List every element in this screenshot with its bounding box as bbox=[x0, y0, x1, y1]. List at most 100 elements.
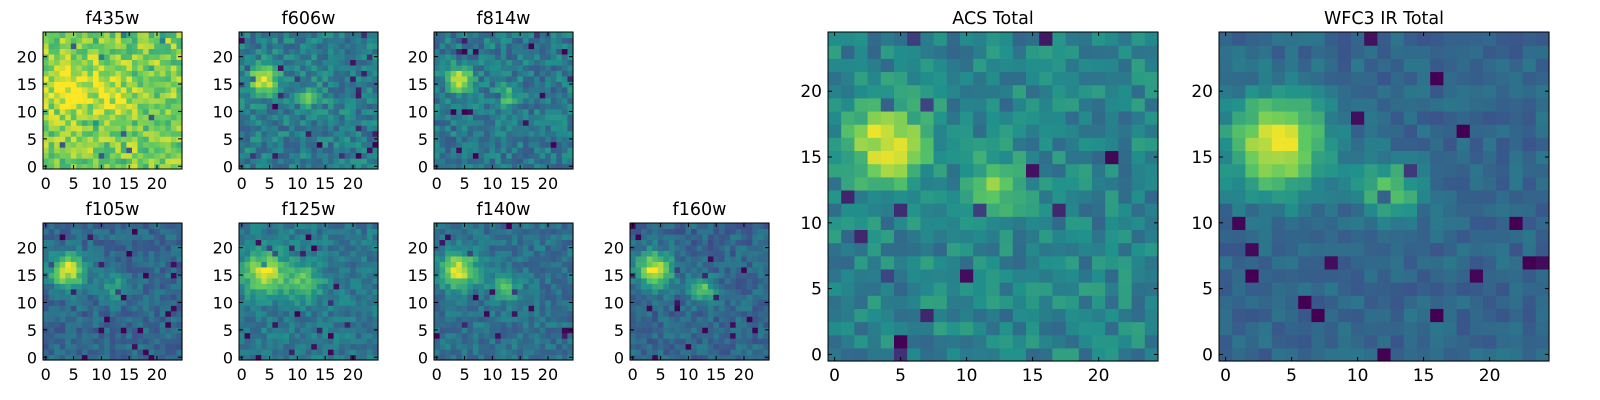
heatmap-cell bbox=[561, 75, 569, 82]
heatmap-cell bbox=[289, 310, 296, 317]
heatmap-cell bbox=[261, 136, 268, 143]
heatmap-cell bbox=[54, 321, 61, 328]
heatmap-cell bbox=[556, 64, 563, 71]
heatmap-cell bbox=[657, 299, 664, 306]
heatmap-cell bbox=[506, 338, 513, 345]
heatmap-cell bbox=[746, 277, 753, 284]
heatmap-cell bbox=[244, 42, 251, 50]
heatmap-cell bbox=[316, 272, 323, 279]
heatmap-cell bbox=[461, 250, 468, 257]
heatmap-cell bbox=[522, 32, 530, 39]
heatmap-cell bbox=[1092, 282, 1106, 296]
heatmap-cell bbox=[350, 239, 357, 246]
heatmap-cell bbox=[500, 283, 507, 290]
heatmap-cell bbox=[159, 48, 166, 55]
heatmap-cell bbox=[534, 136, 541, 143]
heatmap-cell bbox=[1026, 347, 1040, 362]
heatmap-cell bbox=[137, 327, 144, 334]
heatmap-cell bbox=[250, 152, 257, 159]
heatmap-cell bbox=[300, 119, 307, 126]
heatmap-cell bbox=[81, 299, 89, 306]
heatmap-cell bbox=[250, 147, 257, 154]
heatmap-cell bbox=[289, 233, 296, 241]
heatmap-cell bbox=[300, 125, 307, 132]
heatmap-cell bbox=[841, 295, 855, 309]
heatmap-cell bbox=[372, 130, 379, 137]
heatmap-cell bbox=[456, 223, 463, 230]
heatmap-cell bbox=[289, 349, 296, 356]
heatmap-cell bbox=[250, 272, 257, 279]
heatmap-cell bbox=[126, 332, 133, 339]
heatmap-cell bbox=[1092, 203, 1106, 217]
heatmap-cell bbox=[652, 244, 659, 251]
heatmap-cell bbox=[170, 136, 178, 143]
heatmap-cell bbox=[556, 349, 563, 356]
heatmap-cell bbox=[333, 288, 340, 295]
heatmap-cell bbox=[344, 294, 351, 301]
heatmap-cell bbox=[344, 233, 351, 241]
heatmap-cell bbox=[266, 305, 273, 312]
heatmap-cell bbox=[327, 261, 335, 268]
heatmap-cell bbox=[344, 141, 351, 148]
heatmap-cell bbox=[450, 250, 457, 257]
heatmap-cell bbox=[907, 268, 921, 283]
heatmap-cell bbox=[327, 59, 335, 66]
heatmap-cell bbox=[539, 125, 546, 132]
heatmap-cell bbox=[528, 266, 535, 273]
heatmap-cell bbox=[439, 48, 446, 55]
heatmap-cell bbox=[434, 158, 441, 165]
heatmap-cell bbox=[131, 75, 139, 82]
heatmap-cell bbox=[300, 294, 307, 301]
heatmap-cell bbox=[154, 75, 161, 82]
heatmap-cell bbox=[48, 299, 55, 306]
heatmap-cell bbox=[81, 223, 89, 230]
heatmap-cell bbox=[294, 119, 301, 126]
heatmap-cell bbox=[54, 233, 61, 241]
heatmap-cell bbox=[76, 147, 83, 154]
heatmap-cell bbox=[668, 255, 676, 262]
heatmap-cell bbox=[561, 223, 569, 230]
heatmap-cell bbox=[757, 233, 765, 241]
heatmap-cell bbox=[556, 81, 563, 88]
heatmap-cell bbox=[294, 266, 301, 273]
heatmap-cell bbox=[159, 310, 166, 317]
heatmap-cell bbox=[143, 266, 150, 273]
heatmap-cell bbox=[170, 163, 178, 170]
heatmap-cell bbox=[702, 349, 709, 356]
heatmap-cell bbox=[361, 272, 368, 279]
heatmap-cell bbox=[506, 349, 513, 356]
heatmap-cell bbox=[159, 283, 166, 290]
heatmap-cell bbox=[567, 266, 574, 273]
heatmap-cell bbox=[93, 70, 100, 77]
heatmap-cell bbox=[115, 294, 122, 301]
heatmap-cell bbox=[1131, 282, 1146, 296]
heatmap-cell bbox=[472, 125, 480, 132]
heatmap-cell bbox=[322, 233, 329, 241]
heatmap-cell bbox=[746, 294, 753, 301]
heatmap-cell bbox=[54, 70, 61, 77]
heatmap-cell bbox=[841, 189, 855, 204]
heatmap-cell bbox=[154, 152, 161, 159]
heatmap-cell bbox=[1131, 321, 1146, 336]
heatmap-cell bbox=[48, 70, 55, 77]
heatmap-cell bbox=[545, 288, 552, 295]
heatmap-cell bbox=[545, 272, 552, 279]
heatmap-cell bbox=[484, 294, 491, 301]
heatmap-cell bbox=[668, 266, 676, 273]
heatmap-cell bbox=[176, 70, 183, 77]
heatmap-cell bbox=[350, 130, 357, 137]
heatmap-cell bbox=[439, 81, 446, 88]
heatmap-cell bbox=[333, 92, 340, 99]
heatmap-cell bbox=[691, 321, 698, 328]
heatmap-cell bbox=[946, 295, 961, 309]
heatmap-cell bbox=[250, 332, 257, 339]
heatmap-cell bbox=[735, 354, 742, 361]
heatmap-cell bbox=[567, 261, 574, 268]
heatmap-cell bbox=[283, 338, 290, 345]
heatmap-cell bbox=[316, 338, 323, 345]
heatmap-cell bbox=[305, 103, 312, 110]
heatmap-cell bbox=[450, 48, 457, 55]
heatmap-cell bbox=[76, 321, 83, 328]
y-tick-label: 0 bbox=[223, 157, 233, 176]
heatmap-cell bbox=[646, 305, 653, 312]
